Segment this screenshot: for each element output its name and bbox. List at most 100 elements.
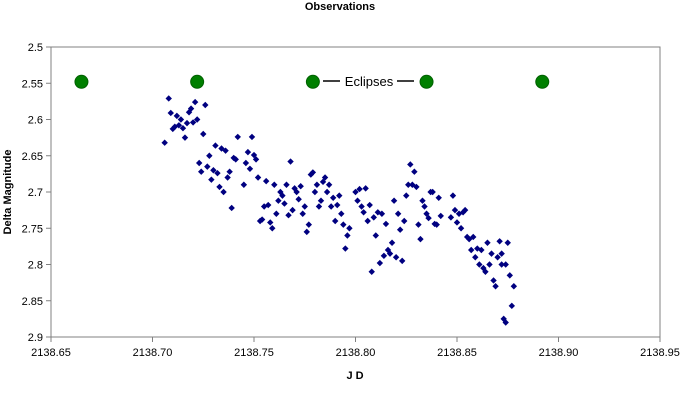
observation-point — [240, 181, 248, 188]
observation-point — [451, 206, 459, 214]
observation-point — [222, 147, 229, 154]
observation-point — [301, 203, 308, 210]
observation-point — [411, 168, 418, 175]
observation-point — [388, 239, 396, 246]
observation-point — [342, 245, 349, 252]
observation-point — [510, 283, 518, 290]
observation-point — [248, 133, 256, 141]
observation-point — [226, 168, 233, 175]
x-tick-label: 2138.95 — [640, 347, 680, 359]
observation-point — [398, 257, 406, 265]
chart-title: Observations — [305, 1, 375, 13]
observation-point — [177, 116, 185, 123]
observation-point — [352, 188, 359, 196]
observation-point — [309, 169, 317, 176]
observation-point — [325, 181, 333, 188]
observation-point — [407, 161, 414, 168]
observation-point — [437, 212, 444, 220]
observation-point — [506, 272, 513, 279]
observation-point — [232, 156, 239, 163]
observation-point — [476, 261, 483, 268]
observation-point — [356, 185, 363, 193]
observation-point — [502, 261, 509, 268]
data-points — [74, 74, 550, 326]
observation-point — [461, 206, 469, 214]
observation-point — [364, 217, 371, 225]
observation-point — [498, 250, 505, 257]
observation-point — [413, 183, 420, 191]
y-tick-label: 2.75 — [22, 223, 43, 235]
observation-point — [206, 152, 213, 159]
observation-point — [323, 188, 331, 196]
observation-point — [305, 221, 313, 228]
observation-point — [202, 101, 209, 109]
observation-point — [181, 134, 189, 141]
observation-point — [457, 225, 465, 232]
observation-point — [449, 192, 457, 199]
observation-point — [244, 148, 252, 156]
observation-point — [366, 201, 373, 209]
observation-point — [417, 235, 424, 243]
observation-point — [179, 125, 187, 132]
y-tick-label: 2.9 — [28, 332, 43, 344]
observation-point — [370, 214, 377, 221]
observation-point — [368, 268, 375, 275]
observation-point — [327, 203, 335, 210]
observation-point — [504, 239, 511, 246]
observation-point — [403, 192, 410, 199]
observation-point — [372, 232, 379, 239]
observation-point — [193, 116, 201, 123]
observation-point — [394, 210, 402, 217]
observation-point — [271, 181, 278, 188]
observation-point — [332, 217, 339, 225]
observation-point — [297, 183, 304, 190]
observation-point — [183, 119, 191, 127]
observation-point — [478, 246, 485, 254]
observation-point — [435, 194, 442, 201]
observation-point — [354, 197, 361, 204]
observation-point — [488, 250, 495, 257]
observation-point — [293, 188, 300, 196]
observation-point — [198, 168, 205, 175]
observation-point — [161, 139, 168, 146]
x-tick-label: 2138.90 — [539, 347, 579, 359]
observation-point — [492, 283, 499, 290]
observation-point — [401, 217, 408, 225]
observation-point — [346, 225, 353, 232]
observation-point — [382, 220, 390, 228]
observation-point — [200, 130, 207, 138]
y-tick-label: 2.8 — [28, 260, 43, 272]
observation-point — [317, 197, 325, 204]
observation-point — [285, 212, 292, 219]
observation-point — [313, 181, 321, 188]
observation-point — [421, 203, 428, 210]
observation-point — [295, 196, 302, 203]
observation-point — [256, 217, 264, 225]
observation-point — [311, 188, 319, 196]
observation-point — [212, 142, 219, 149]
observation-point — [425, 214, 432, 222]
observation-point — [472, 254, 479, 261]
observation-point — [358, 203, 365, 210]
observation-point — [329, 194, 337, 201]
observation-point — [299, 210, 306, 217]
observation-point — [283, 181, 290, 188]
observation-point — [252, 156, 260, 163]
observation-point — [275, 197, 282, 204]
observation-point — [228, 204, 235, 212]
observation-point — [380, 252, 388, 259]
y-tick-label: 2.6 — [28, 115, 43, 127]
observation-point — [392, 254, 400, 261]
observation-point — [173, 112, 181, 120]
observation-point — [262, 177, 270, 185]
y-tick-label: 2.5 — [28, 42, 43, 54]
observation-point — [167, 109, 174, 117]
observation-point — [486, 261, 493, 268]
observation-point — [405, 181, 412, 188]
y-tick-label: 2.65 — [22, 151, 43, 163]
observation-point — [269, 225, 276, 232]
observation-point — [496, 238, 503, 245]
observation-point — [455, 210, 463, 217]
observation-point — [484, 239, 491, 246]
observation-point — [189, 119, 197, 126]
